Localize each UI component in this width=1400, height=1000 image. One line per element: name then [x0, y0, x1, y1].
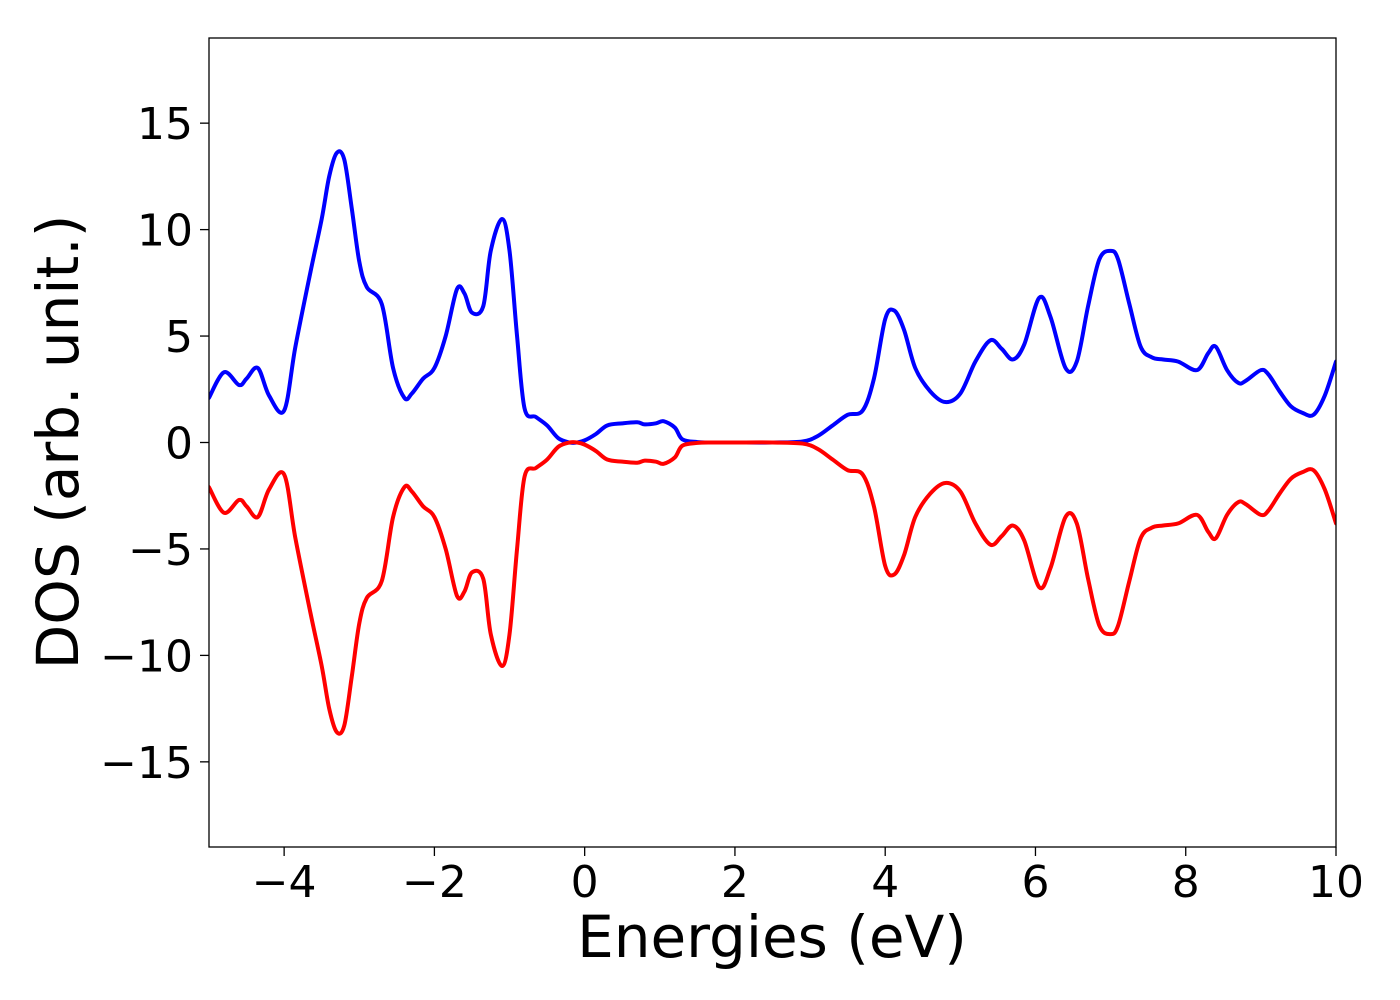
series-line-2 — [209, 440, 1336, 736]
x-tick-label: −4 — [252, 857, 317, 908]
x-tick-label: 4 — [871, 857, 899, 908]
y-tick-label: 5 — [165, 312, 193, 363]
y-axis-label: DOS (arb. unit.) — [24, 215, 92, 670]
y-tick-label: 15 — [137, 99, 193, 150]
x-axis-ticks: −4 −2 0 2 4 6 8 10 — [252, 847, 1364, 908]
x-tick-label: 0 — [571, 857, 599, 908]
y-tick-label: 10 — [137, 206, 193, 257]
y-tick-label: −10 — [100, 631, 193, 682]
y-tick-label: −5 — [128, 525, 193, 576]
series-layer — [209, 149, 1336, 736]
x-tick-label: 8 — [1172, 857, 1200, 908]
x-tick-label: 2 — [721, 857, 749, 908]
y-tick-label: −15 — [100, 738, 193, 789]
y-tick-label: 0 — [165, 419, 193, 470]
x-tick-label: −2 — [402, 857, 467, 908]
y-axis-ticks: 15 10 5 0 −5 −10 −15 — [100, 99, 209, 789]
x-tick-label: 6 — [1021, 857, 1049, 908]
x-axis-label: Energies (eV) — [577, 903, 967, 971]
x-tick-label: 10 — [1308, 857, 1364, 908]
